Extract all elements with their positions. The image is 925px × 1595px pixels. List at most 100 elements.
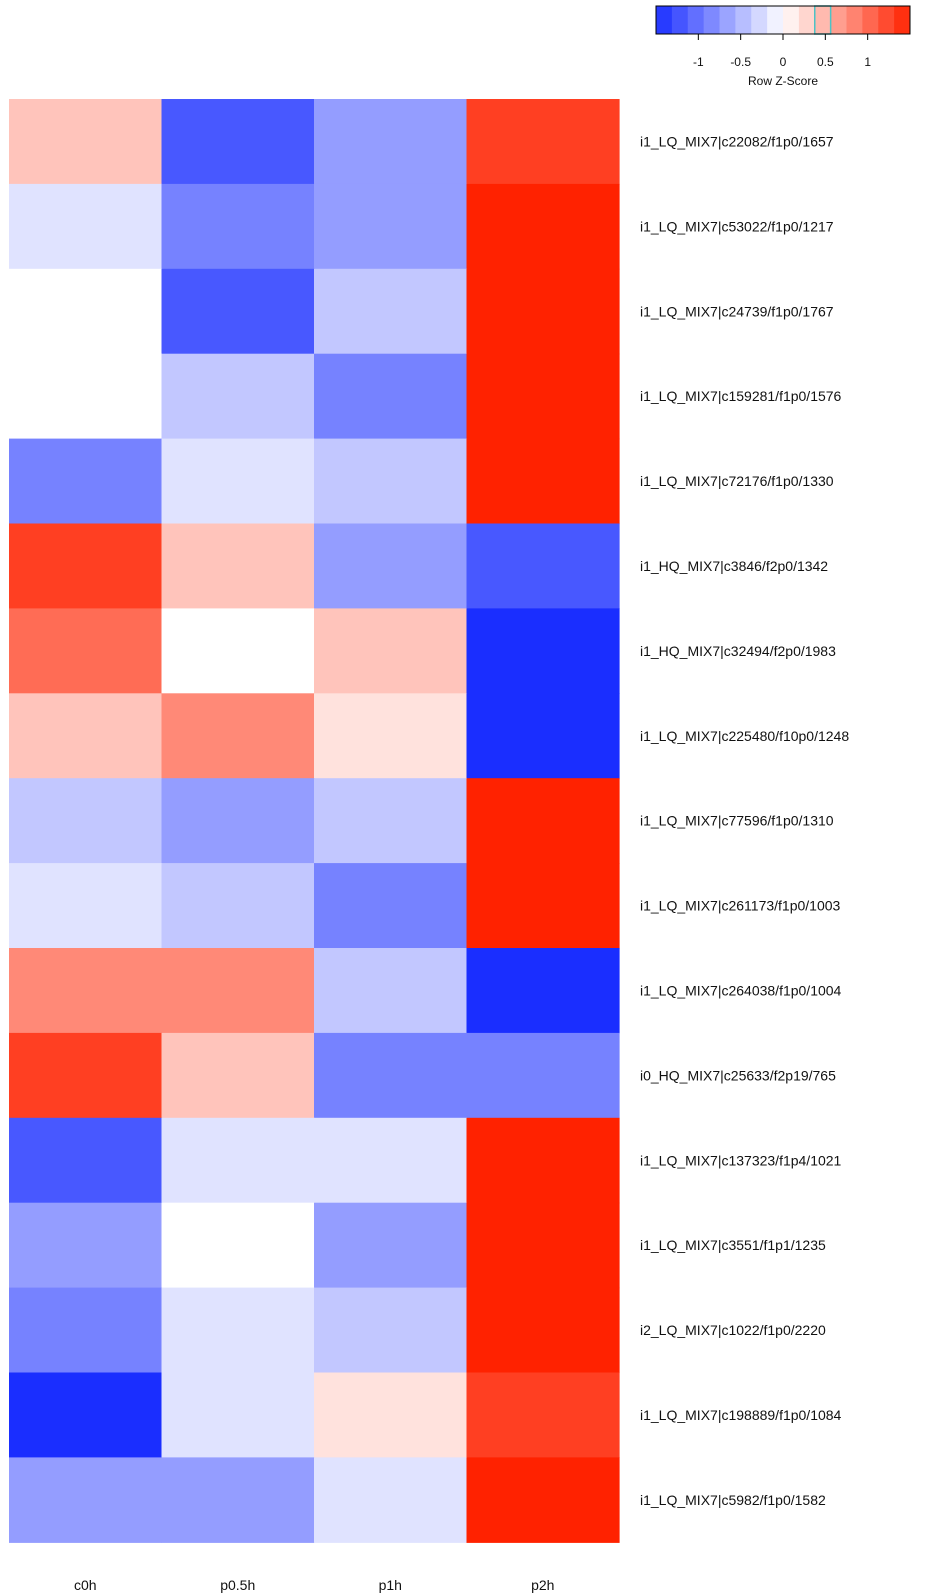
heatmap-cell (161, 1457, 315, 1543)
color-key-tick-label: 0.5 (817, 55, 834, 69)
row-label: i1_LQ_MIX7|c5982/f1p0/1582 (640, 1492, 826, 1508)
color-key-swatch (703, 6, 720, 34)
heatmap-cell (314, 99, 468, 185)
heatmap-cell (161, 523, 315, 609)
heatmap-cell (466, 608, 620, 694)
heatmap-cell (161, 438, 315, 525)
row-label: i1_LQ_MIX7|c261173/f1p0/1003 (640, 898, 841, 914)
heatmap-cell (466, 948, 620, 1034)
heatmap-cell (161, 608, 315, 694)
color-key-swatch (894, 6, 911, 34)
heatmap-cell (466, 183, 620, 270)
heatmap-cell (161, 778, 315, 864)
column-label: p2h (531, 1577, 554, 1593)
heatmap-cell (161, 99, 315, 185)
heatmap-cells (9, 99, 620, 1543)
heatmap-cell (9, 438, 163, 525)
heatmap-cell (314, 183, 468, 270)
heatmap-cell (9, 1117, 163, 1204)
heatmap-cell (466, 438, 620, 525)
heatmap-cell (314, 1202, 468, 1289)
heatmap-cell (161, 1032, 315, 1119)
heatmap-cell (466, 268, 620, 355)
heatmap-cell (466, 778, 620, 864)
heatmap-cell (466, 1287, 620, 1374)
heatmap-cell (161, 353, 315, 440)
heatmap-cell (9, 183, 163, 270)
heatmap-cell (466, 1457, 620, 1543)
heatmap-cell (314, 1117, 468, 1204)
color-key-tick-label: 1 (864, 55, 871, 69)
heatmap-cell (466, 523, 620, 609)
row-label: i2_LQ_MIX7|c1022/f1p0/2220 (640, 1322, 826, 1338)
heatmap-cell (314, 1372, 468, 1458)
heatmap-cell (9, 1287, 163, 1374)
color-key-swatch (814, 6, 832, 34)
row-label: i1_LQ_MIX7|c72176/f1p0/1330 (640, 473, 834, 489)
column-label: c0h (74, 1577, 97, 1593)
color-key-swatch (783, 6, 800, 34)
color-key-swatch (846, 6, 863, 34)
row-label: i1_LQ_MIX7|c22082/f1p0/1657 (640, 133, 834, 149)
color-key: -1 -0.5 0 0.5 1 Row Z-Score (655, 5, 911, 88)
row-label: i0_HQ_MIX7|c25633/f2p19/765 (640, 1067, 836, 1083)
heatmap-cell (466, 1032, 620, 1119)
heatmap-cell (161, 863, 315, 949)
row-labels: i1_LQ_MIX7|c22082/f1p0/1657 i1_LQ_MIX7|c5… (640, 133, 849, 1507)
heatmap-cell (466, 693, 620, 779)
heatmap-cell (9, 863, 163, 949)
heatmap-cell (314, 1032, 468, 1119)
color-key-swatch (798, 6, 816, 34)
color-key-swatch (687, 6, 705, 34)
heatmap-cell (314, 608, 468, 694)
heatmap-cell (9, 1202, 163, 1289)
color-key-swatch (830, 6, 847, 34)
heatmap-cell (161, 268, 315, 355)
column-labels: c0h p0.5h p1h p2h (74, 1577, 554, 1593)
row-label: i1_HQ_MIX7|c32494/f2p0/1983 (640, 643, 836, 659)
heatmap-cell (161, 1117, 315, 1204)
heatmap-cell (466, 1202, 620, 1289)
heatmap-cell (466, 1372, 620, 1458)
heatmap-cell (161, 693, 315, 779)
color-key-title: Row Z-Score (748, 74, 818, 88)
color-key-swatch (719, 6, 736, 34)
heatmap-cell (161, 1202, 315, 1289)
color-key-swatches (656, 5, 911, 35)
row-label: i1_HQ_MIX7|c3846/f2p0/1342 (640, 558, 828, 574)
heatmap-cell (466, 99, 620, 185)
heatmap-cell (9, 99, 163, 185)
heatmap-cell (314, 523, 468, 609)
heatmap-cell (9, 1457, 163, 1543)
heatmap-cell (466, 863, 620, 949)
color-key-swatch (862, 6, 879, 34)
heatmap-cell (161, 1372, 315, 1458)
heatmap-cell (466, 353, 620, 440)
row-label: i1_LQ_MIX7|c3551/f1p1/1235 (640, 1237, 826, 1253)
row-label: i1_LQ_MIX7|c137323/f1p4/1021 (640, 1152, 842, 1168)
row-label: i1_LQ_MIX7|c264038/f1p0/1004 (640, 982, 842, 998)
heatmap-cell (314, 1287, 468, 1374)
column-label: p1h (379, 1577, 402, 1593)
row-label: i1_LQ_MIX7|c198889/f1p0/1084 (640, 1407, 842, 1423)
heatmap-cell (161, 948, 315, 1034)
color-key-ticks: -1 -0.5 0 0.5 1 (693, 34, 871, 69)
heatmap-cell (314, 863, 468, 949)
row-label: i1_LQ_MIX7|c225480/f10p0/1248 (640, 728, 849, 744)
heatmap-cell (9, 1032, 163, 1119)
row-label: i1_LQ_MIX7|c159281/f1p0/1576 (640, 388, 842, 404)
column-label: p0.5h (220, 1577, 255, 1593)
color-key-swatch (671, 6, 689, 34)
heatmap-cell (314, 353, 468, 440)
heatmap-cell (466, 1117, 620, 1204)
color-key-swatch (767, 6, 784, 34)
color-key-tick-label: -1 (693, 55, 704, 69)
heatmap-cell (9, 268, 163, 355)
heatmap-cell (314, 438, 468, 525)
row-label: i1_LQ_MIX7|c77596/f1p0/1310 (640, 813, 834, 829)
heatmap-cell (161, 1287, 315, 1374)
color-key-swatch (878, 6, 895, 34)
heatmap-cell (9, 778, 163, 864)
heatmap-cell (161, 183, 315, 270)
